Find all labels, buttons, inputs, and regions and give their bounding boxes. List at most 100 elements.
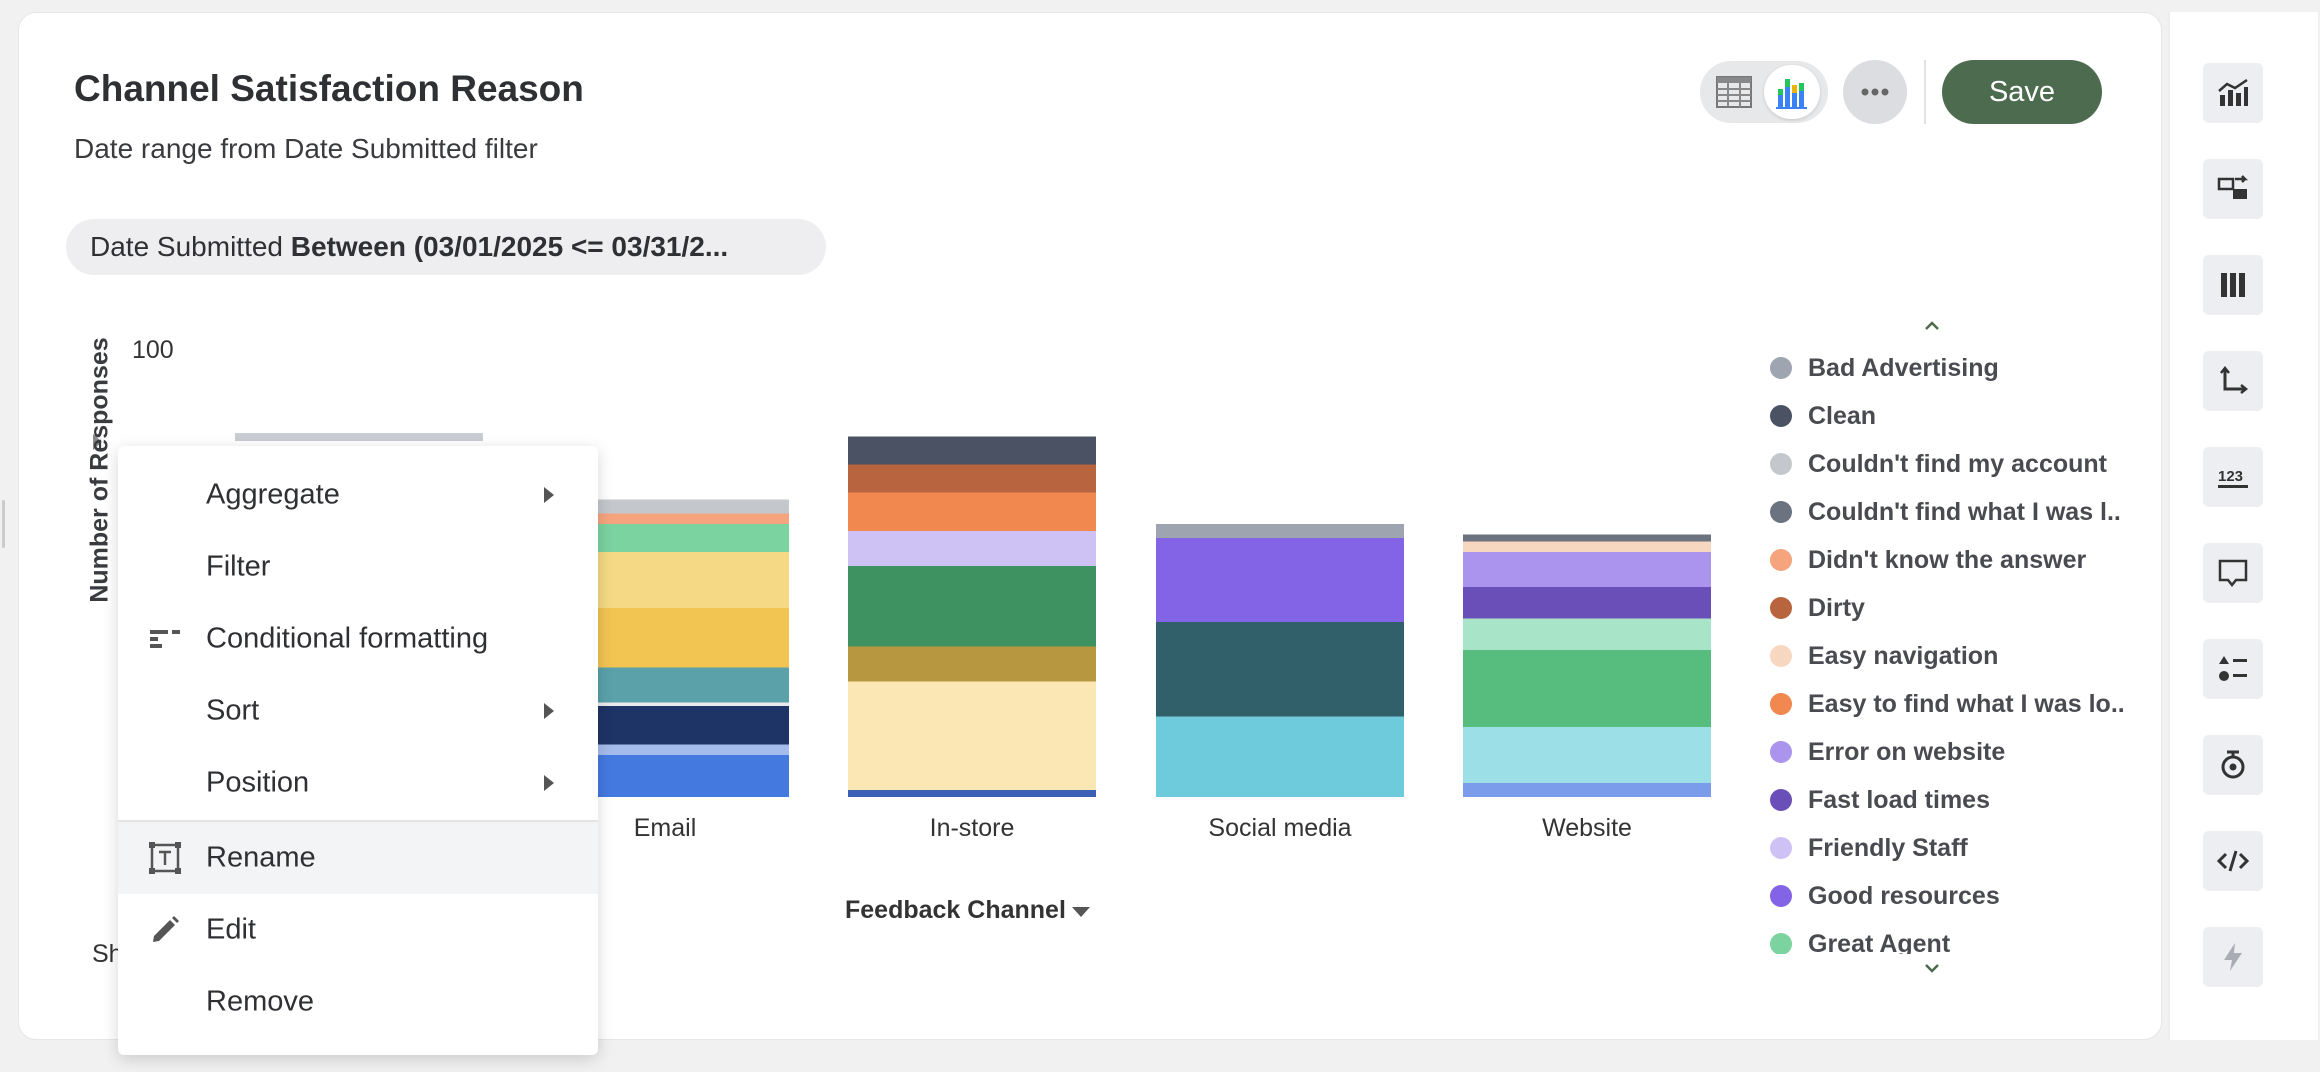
legend-item[interactable]: Dirty: [1770, 584, 2130, 632]
submenu-arrow-icon: [544, 487, 554, 503]
rail-goal-button[interactable]: [2203, 735, 2263, 795]
chart-view-button[interactable]: [1764, 65, 1820, 119]
svg-text:123: 123: [2218, 468, 2243, 485]
legend-item[interactable]: Friendly Staff: [1770, 824, 2130, 872]
legend-dot: [1770, 693, 1792, 715]
legend-item[interactable]: Fast load times: [1770, 776, 2130, 824]
legend-item[interactable]: Bad Advertising: [1770, 344, 2130, 392]
legend-label: Couldn't find my account: [1808, 449, 2107, 478]
chart-type-icon: [2218, 78, 2248, 106]
bar-segment-website-6[interactable]: [1463, 541, 1711, 553]
legend-dot: [1770, 549, 1792, 571]
axis-context-menu: Aggregate Filter Conditional formatting …: [118, 446, 598, 1055]
left-resize-handle[interactable]: [2, 500, 5, 548]
footer-truncated-text: Sh: [92, 940, 123, 968]
bar-segment-in-store-5[interactable]: [848, 492, 1096, 532]
bar-segment-website-5[interactable]: [1463, 552, 1711, 587]
rail-swap-axis-button[interactable]: [2203, 159, 2263, 219]
conditional-formatting-icon: [150, 630, 180, 648]
bar-segment-email-1[interactable]: [541, 744, 789, 756]
code-icon: [2216, 850, 2250, 872]
legend-item[interactable]: Didn't know the answer: [1770, 536, 2130, 584]
legend-item[interactable]: Great Agent: [1770, 920, 2130, 954]
menu-item-aggregate[interactable]: Aggregate: [118, 459, 598, 531]
submenu-arrow-icon: [544, 775, 554, 791]
bar-segment-social-media-3[interactable]: [1156, 524, 1404, 538]
x-tick-label-in-store: In-store: [929, 814, 1015, 842]
number-format-icon: 123: [2218, 468, 2248, 488]
bar-segment-in-store-6[interactable]: [848, 464, 1096, 493]
menu-item-position[interactable]: Position: [118, 747, 598, 819]
bar-segment-email-9[interactable]: [541, 499, 789, 514]
legend-dot: [1770, 501, 1792, 523]
legend-label: Easy navigation: [1808, 641, 1999, 670]
legend-item[interactable]: Error on website: [1770, 728, 2130, 776]
bar-segment-in-store-0[interactable]: [848, 790, 1096, 797]
bar-segment-hidden[interactable]: [235, 433, 483, 441]
legend-dot: [1770, 837, 1792, 859]
menu-item-rename[interactable]: Rename: [118, 822, 598, 894]
view-toggle[interactable]: [1700, 61, 1828, 123]
table-view-icon[interactable]: [1714, 72, 1754, 112]
legend-item[interactable]: Easy to find what I was lo..: [1770, 680, 2130, 728]
bar-segment-in-store-2[interactable]: [848, 646, 1096, 682]
bar-segment-email-8[interactable]: [541, 513, 789, 525]
rail-lightning-button[interactable]: [2203, 927, 2263, 987]
menu-label-filter: Filter: [206, 550, 271, 583]
bar-segment-website-7[interactable]: [1463, 534, 1711, 542]
legend-item[interactable]: Easy navigation: [1770, 632, 2130, 680]
chart-legend: Bad Advertising Clean Couldn't find my acc…: [1770, 344, 2130, 954]
rail-columns-button[interactable]: [2203, 255, 2263, 315]
bar-segment-social-media-1[interactable]: [1156, 622, 1404, 717]
rail-code-button[interactable]: [2203, 831, 2263, 891]
menu-item-remove[interactable]: Remove: [118, 966, 598, 1038]
x-axis-title[interactable]: Feedback Channel: [845, 896, 1066, 924]
save-button[interactable]: Save: [1942, 60, 2102, 124]
bar-segment-website-3[interactable]: [1463, 618, 1711, 651]
rail-list-button[interactable]: [2203, 639, 2263, 699]
bar-segment-in-store-3[interactable]: [848, 566, 1096, 647]
more-options-button[interactable]: [1843, 60, 1907, 124]
pencil-icon: [153, 916, 179, 942]
rail-axis-button[interactable]: [2203, 351, 2263, 411]
menu-label-sort: Sort: [206, 694, 260, 727]
y-axis-expand-caret[interactable]: [93, 434, 102, 450]
bar-segment-in-store-7[interactable]: [848, 436, 1096, 465]
legend-label: Easy to find what I was lo..: [1808, 689, 2125, 718]
bar-segment-social-media-0[interactable]: [1156, 716, 1404, 798]
legend-dot: [1770, 597, 1792, 619]
legend-item[interactable]: Good resources: [1770, 872, 2130, 920]
legend-scroll-down-icon[interactable]: [1922, 962, 1942, 976]
page-subtitle: Date range from Date Submitted filter: [74, 133, 538, 164]
legend-dot: [1770, 405, 1792, 427]
bar-segment-social-media-2[interactable]: [1156, 538, 1404, 622]
menu-item-sort[interactable]: Sort: [118, 675, 598, 747]
rail-number-format-button[interactable]: 123: [2203, 447, 2263, 507]
bar-segment-in-store-4[interactable]: [848, 531, 1096, 566]
bar-segment-email-3[interactable]: [541, 702, 789, 707]
bar-segment-in-store-1[interactable]: [848, 681, 1096, 791]
menu-item-filter[interactable]: Filter: [118, 531, 598, 603]
rail-chart-type-button[interactable]: [2203, 63, 2263, 123]
bar-segment-website-1[interactable]: [1463, 727, 1711, 783]
legend-label: Bad Advertising: [1808, 353, 1999, 382]
x-tick-label-email: Email: [633, 814, 697, 842]
legend-item[interactable]: Couldn't find my account: [1770, 440, 2130, 488]
bar-segment-website-4[interactable]: [1463, 587, 1711, 619]
bar-segment-website-2[interactable]: [1463, 650, 1711, 727]
x-tick-label-social-media: Social media: [1208, 814, 1352, 842]
header-divider: [1924, 60, 1926, 124]
legend-item[interactable]: Couldn't find what I was l..: [1770, 488, 2130, 536]
x-axis-dropdown-caret[interactable]: [1072, 907, 1090, 917]
filter-chip[interactable]: Date Submitted Between (03/01/2025 <= 03…: [66, 219, 826, 275]
legend-dot: [1770, 933, 1792, 954]
menu-divider: [118, 820, 598, 822]
menu-item-edit[interactable]: Edit: [118, 894, 598, 966]
legend-item[interactable]: Clean: [1770, 392, 2130, 440]
menu-item-conditional-formatting[interactable]: Conditional formatting: [118, 603, 598, 675]
legend-scroll-up-icon[interactable]: [1922, 318, 1942, 332]
bar-segment-website-0[interactable]: [1463, 783, 1711, 797]
comment-icon: [2218, 559, 2248, 588]
legend-dot: [1770, 645, 1792, 667]
rail-comment-button[interactable]: [2203, 543, 2263, 603]
